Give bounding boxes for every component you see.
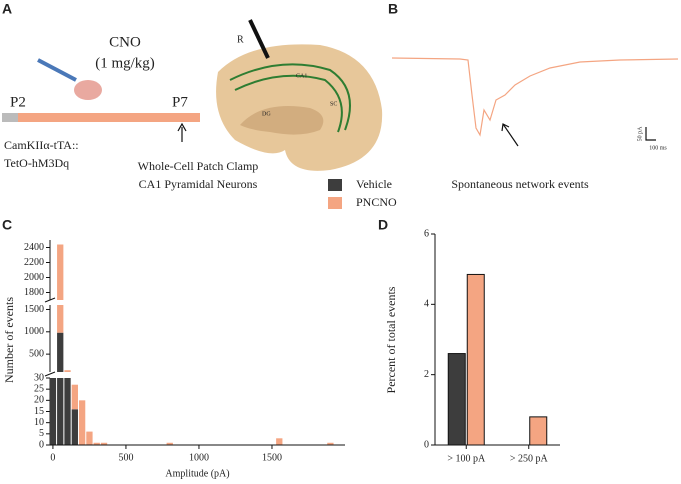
x-tick-label: 500 xyxy=(118,452,133,463)
region-label: SC xyxy=(330,101,337,107)
y-tick-label: 500 xyxy=(29,348,44,359)
x-tick-label: 1500 xyxy=(262,452,282,463)
panel-a-art xyxy=(2,19,383,171)
bar xyxy=(78,400,86,445)
legend-swatch xyxy=(328,197,342,209)
scale-label: 50 pA xyxy=(637,126,643,142)
bar xyxy=(327,442,334,445)
bar xyxy=(166,442,173,445)
y-tick-label: 2200 xyxy=(24,257,44,268)
panel-label: C xyxy=(2,217,12,233)
legend-label: Vehicle xyxy=(356,177,392,191)
x-axis-label: Amplitude (pA) xyxy=(165,468,229,479)
y-tick-label: 1800 xyxy=(24,287,44,298)
bar xyxy=(447,353,466,446)
y-tick-label: 2 xyxy=(424,369,429,380)
electrode xyxy=(248,19,270,59)
genotype: TetO-hM3Dq xyxy=(4,156,69,170)
x-tick-label: > 250 pA xyxy=(510,453,549,464)
y-tick-label: 30 xyxy=(34,372,44,383)
scale-label: 100 ms xyxy=(649,145,667,151)
panel-label: B xyxy=(388,1,398,17)
y-tick-label: 5 xyxy=(39,428,44,439)
dose: (1 mg/kg) xyxy=(95,55,155,71)
arrow xyxy=(502,123,519,147)
y-tick-label: 0 xyxy=(424,439,429,450)
region-label: DG xyxy=(262,111,271,117)
y-tick-label: 10 xyxy=(34,417,44,428)
scale-bar xyxy=(645,127,656,141)
x-tick-label: 0 xyxy=(50,452,55,463)
x-tick-label: > 100 pA xyxy=(447,453,486,464)
pup xyxy=(74,80,102,100)
pathway xyxy=(234,74,343,133)
y-tick-label: 0 xyxy=(39,439,44,450)
bar xyxy=(529,416,548,446)
genotype: CamKIIα-tTA:: xyxy=(4,138,79,152)
y-tick-label: 15 xyxy=(34,406,44,417)
y-tick-label: 25 xyxy=(34,383,44,394)
bar xyxy=(57,378,64,445)
pathway xyxy=(229,63,351,131)
region-label: CA1 xyxy=(296,73,307,79)
y-tick-label: 2400 xyxy=(24,242,44,253)
y-tick-label: 2000 xyxy=(24,272,44,283)
method: Whole-Cell Patch Clamp xyxy=(138,159,259,173)
method: CA1 Pyramidal Neurons xyxy=(139,177,258,191)
bar xyxy=(100,442,108,445)
break-mark xyxy=(44,371,56,377)
y-tick-label: 4 xyxy=(424,299,429,310)
age: P2 xyxy=(10,94,26,110)
age: P7 xyxy=(172,94,188,110)
arrowhead xyxy=(177,122,187,132)
bar xyxy=(86,431,93,445)
pipette xyxy=(37,58,77,82)
dentate-gyrus xyxy=(240,106,324,135)
legend-label: PNCNO xyxy=(356,195,397,209)
y-tick-label: 6 xyxy=(424,228,429,239)
bar xyxy=(276,438,283,445)
bar xyxy=(64,370,71,372)
electrode-label: R xyxy=(237,34,244,45)
legend-swatch xyxy=(328,179,342,191)
bar xyxy=(71,384,78,410)
y-axis-label: Percent of total events xyxy=(384,286,398,393)
panel-label: A xyxy=(2,1,12,17)
y-axis-label: Number of events xyxy=(2,297,16,383)
x-tick-label: 1000 xyxy=(189,452,209,463)
bar xyxy=(49,378,57,445)
y-tick-label: 1500 xyxy=(24,304,44,315)
y-tick-label: 20 xyxy=(34,395,44,406)
bar xyxy=(466,273,485,446)
trace xyxy=(391,57,679,137)
bar xyxy=(64,378,71,445)
panel-b-art xyxy=(391,57,679,147)
bar xyxy=(57,244,64,300)
panel-label: D xyxy=(378,217,388,233)
bar xyxy=(57,332,64,372)
arrowhead xyxy=(501,123,510,132)
y-tick-label: 1000 xyxy=(24,326,44,337)
bar xyxy=(71,409,78,445)
bar xyxy=(57,305,64,333)
bar xyxy=(93,442,100,445)
timeline-cno xyxy=(18,113,200,122)
timeline-pre xyxy=(2,113,18,122)
caption: Spontaneous network events xyxy=(451,177,589,191)
drug: CNO xyxy=(109,34,141,50)
